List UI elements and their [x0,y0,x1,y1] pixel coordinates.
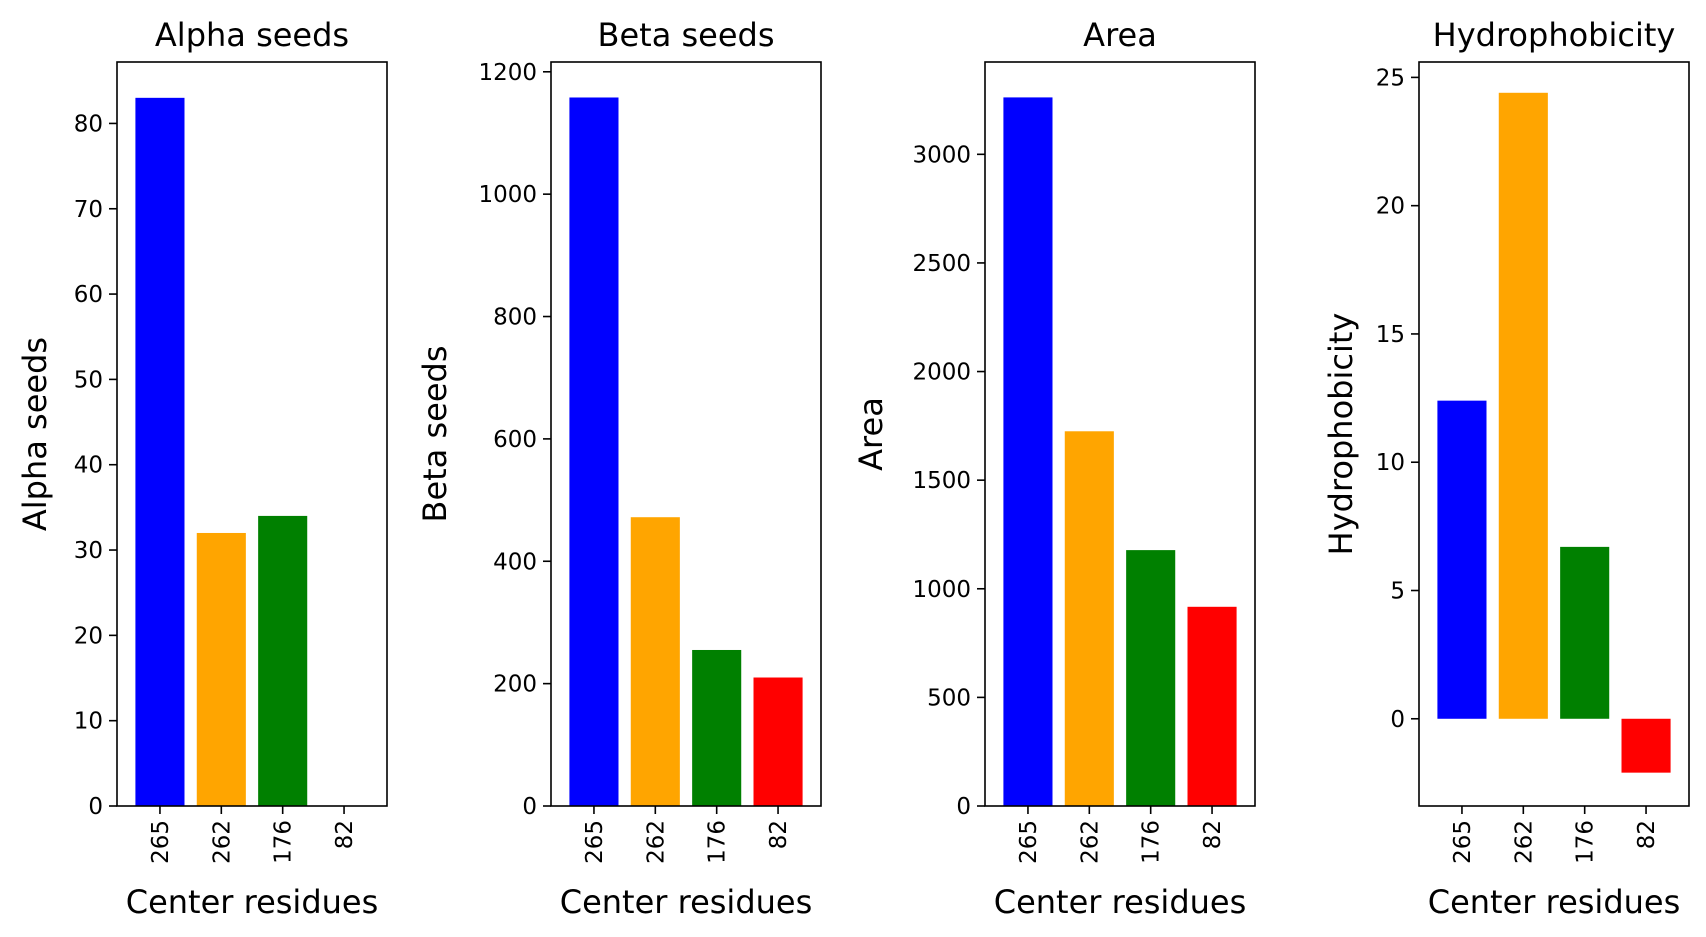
bar-265 [135,97,185,806]
chart-title: Area [1083,16,1157,54]
chart-title: Hydrophobicity [1433,16,1676,54]
y-tick-label: 20 [1376,194,1405,220]
y-tick-label: 1500 [912,468,971,494]
bar-262 [1498,92,1548,719]
bar-262 [1064,431,1114,806]
x-tick-label: 265 [1450,820,1476,864]
y-tick-label: 60 [74,282,103,308]
x-axis-label: Center residues [994,883,1247,921]
x-tick-label: 265 [582,820,608,864]
x-axis-label: Center residues [560,883,813,921]
y-tick-label: 0 [1390,707,1405,733]
y-tick-label: 2000 [912,360,971,386]
plot-frame [1418,61,1690,807]
x-tick-label: 176 [1139,820,1165,864]
x-tick-label: 82 [1200,820,1226,849]
y-tick-label: 0 [956,794,971,820]
bar-82 [1621,718,1671,773]
y-tick-label: 1000 [912,577,971,603]
y-tick-label: 3000 [912,142,971,168]
bar-262 [196,532,246,806]
y-tick-label: 25 [1376,65,1405,91]
bar-176 [1126,550,1176,806]
y-tick-label: 1000 [478,182,537,208]
y-tick-label: 30 [74,538,103,564]
y-tick-label: 200 [493,672,537,698]
x-tick-label: 262 [1077,820,1103,864]
y-tick-label: 0 [522,794,537,820]
x-tick-label: 82 [332,820,358,849]
plot-frame [116,61,388,807]
x-tick-label: 265 [148,820,174,864]
plot-frame [984,61,1256,807]
y-axis-label: Alpha seeds [16,337,54,531]
x-tick-label: 265 [1016,820,1042,864]
y-tick-label: 500 [927,685,971,711]
plot-frame [550,61,822,807]
y-tick-label: 10 [74,709,103,735]
chart-panel-1: 0 10 20 30 40 50 60 70 80 265 262 176 82 Alpha seeds C… [16,16,388,921]
bar-176 [258,515,308,806]
y-tick-label: 15 [1376,322,1405,348]
y-tick-label: 50 [74,367,103,393]
x-tick-label: 262 [643,820,669,864]
x-axis-label: Center residues [126,883,379,921]
y-tick-label: 40 [74,453,103,479]
y-axis-label: Beta seeds [416,346,454,523]
y-tick-label: 800 [493,305,537,331]
chart-panel-2: 0 200 400 600 800 1000 1200 265 262 176 82 Beta see… [416,16,822,921]
bar-265 [569,97,619,807]
bar-265 [1437,400,1487,719]
chart-title: Alpha seeds [155,16,349,54]
y-tick-label: 5 [1390,578,1405,604]
y-axis-label: Area [852,397,890,471]
y-tick-label: 0 [88,794,103,820]
bar-262 [630,517,680,806]
x-tick-label: 82 [1634,820,1660,849]
x-tick-label: 262 [209,820,235,864]
bar-82 [1187,606,1237,806]
y-tick-label: 10 [1376,450,1405,476]
x-axis-label: Center residues [1428,883,1681,921]
x-tick-label: 176 [271,820,297,864]
x-tick-label: 262 [1511,820,1537,864]
bar-176 [692,649,742,806]
y-tick-label: 20 [74,623,103,649]
chart-panel-3: 0 500 1000 1500 2000 2500 3000 265 262 176 82 Area C… [852,16,1256,921]
y-tick-label: 80 [74,111,103,137]
y-axis-label: Hydrophobicity [1322,313,1360,556]
bar-176 [1560,546,1610,719]
x-tick-label: 176 [1573,820,1599,864]
bar-82 [753,677,803,806]
y-tick-label: 600 [493,427,537,453]
x-tick-label: 176 [705,820,731,864]
y-tick-label: 2500 [912,251,971,277]
y-tick-label: 400 [493,549,537,575]
y-tick-label: 1200 [478,60,537,86]
x-tick-label: 82 [766,820,792,849]
y-tick-label: 70 [74,197,103,223]
chart-title: Beta seeds [598,16,775,54]
chart-panel-4: 0 5 10 15 20 25 265 262 176 82 Hydrophobicity Cente… [1322,16,1690,921]
bar-265 [1003,97,1053,806]
